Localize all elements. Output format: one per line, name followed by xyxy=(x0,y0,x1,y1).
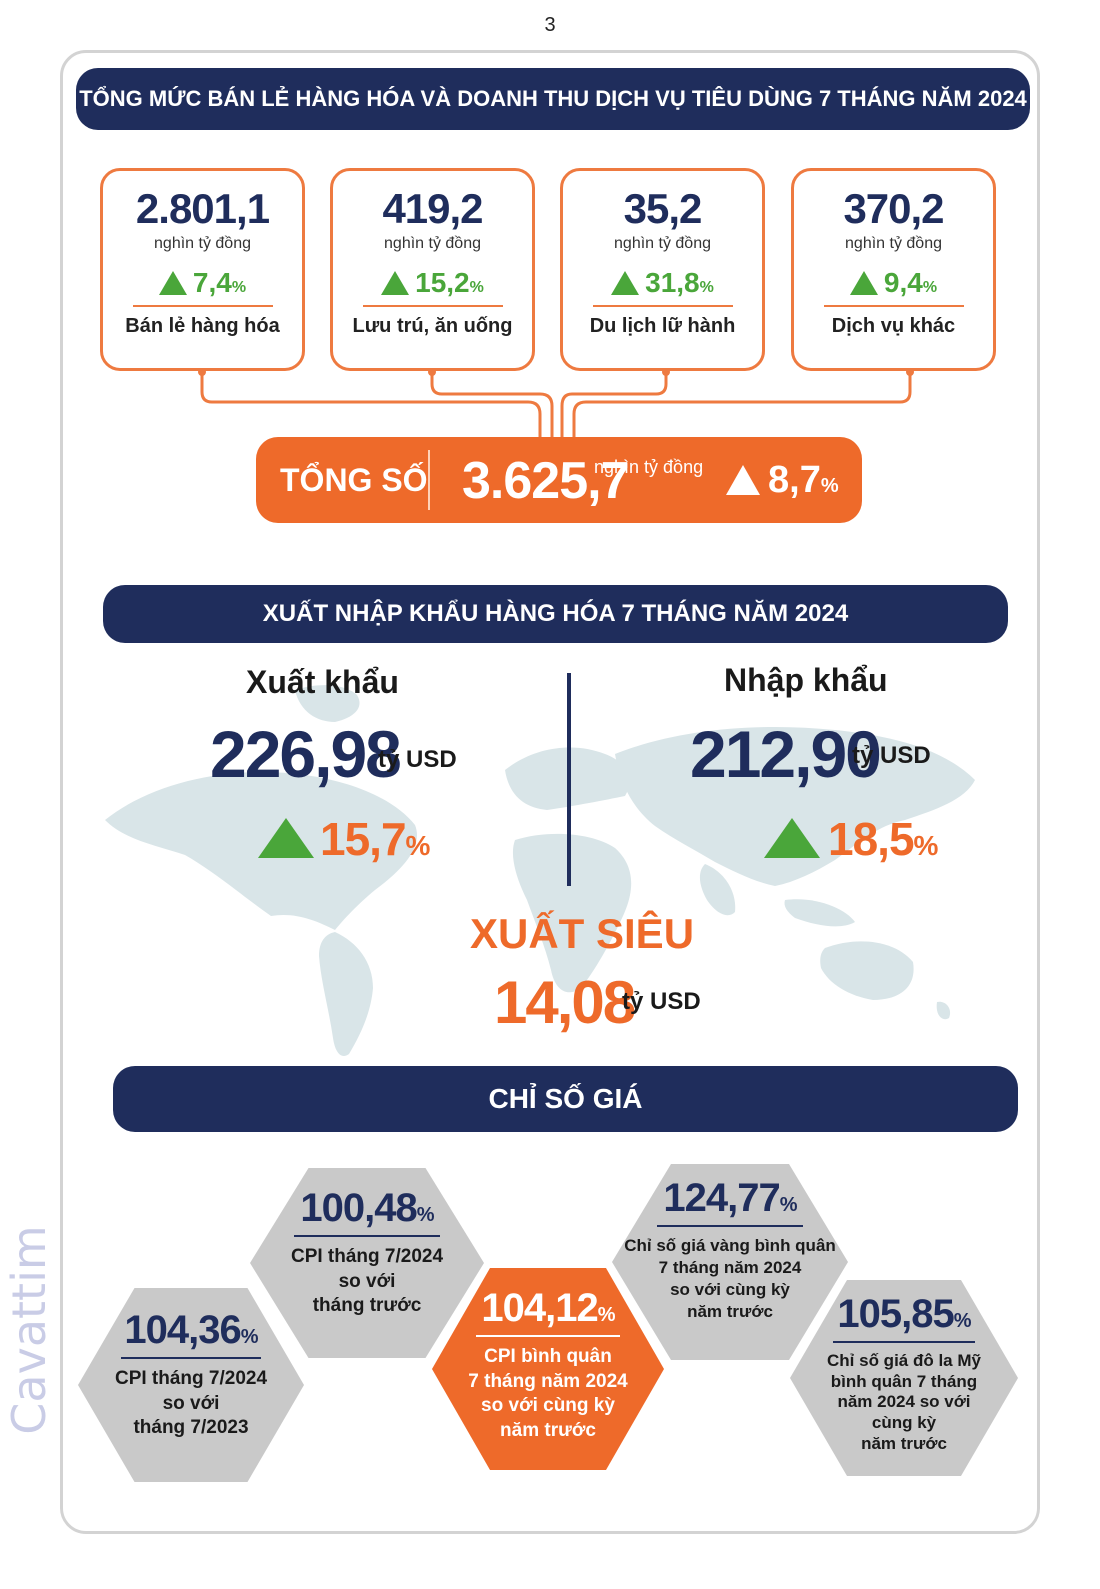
hex-separator xyxy=(294,1235,440,1237)
hex-description: Chỉ số giá đô la Mỹ bình quân 7 tháng nă… xyxy=(827,1351,981,1453)
card-label: Bán lẻ hàng hóa xyxy=(125,315,280,337)
hex-description: CPI tháng 7/2024 so với tháng 7/2023 xyxy=(114,1368,268,1439)
hex-separator xyxy=(833,1341,975,1343)
up-arrow-icon xyxy=(849,271,878,295)
card-change: 7,4% xyxy=(103,267,302,299)
card-unit: nghìn tỷ đồng xyxy=(154,235,251,252)
card-change-value: 31,8 xyxy=(645,267,700,298)
total-change: 8,7% xyxy=(768,459,839,501)
card-unit: nghìn tỷ đồng xyxy=(845,235,942,252)
surplus-unit: tỷ USD xyxy=(622,988,701,1015)
up-arrow-icon xyxy=(611,271,640,295)
retail-card-goods: 2.801,1 nghìn tỷ đồng 7,4% Bán lẻ hàng h… xyxy=(100,168,305,371)
card-separator xyxy=(592,305,733,307)
retail-card-other: 370,2 nghìn tỷ đồng 9,4% Dịch vụ khác xyxy=(791,168,996,371)
watermark: Cavattim xyxy=(2,1225,56,1434)
price-hex-usd: 105,85% Chỉ số giá đô la Mỹ bình quân 7 … xyxy=(790,1280,1018,1476)
hex-separator xyxy=(120,1357,262,1359)
card-change-value: 7,4 xyxy=(192,267,232,298)
world-map-icon xyxy=(105,685,975,1057)
card-separator xyxy=(132,305,273,307)
surplus-value: 14,08 xyxy=(494,969,636,1036)
card-change: 31,8% xyxy=(563,267,762,299)
export-label: Xuất khẩu xyxy=(246,664,399,700)
total-unit: nghìn tỷ đồng xyxy=(594,457,704,477)
import-label: Nhập khẩu xyxy=(724,662,888,698)
total-value: 3.625,7 xyxy=(462,452,629,510)
retail-card-accommodation: 419,2 nghìn tỷ đồng 15,2% Lưu trú, ăn uố… xyxy=(330,168,535,371)
hex-separator xyxy=(476,1335,620,1337)
price-hex-cpi-mom: 100,48% CPI tháng 7/2024 so với tháng tr… xyxy=(250,1168,484,1358)
hex-value: 124,77% xyxy=(663,1176,797,1220)
price-hex-cpi-yoy: 104,36% CPI tháng 7/2024 so với tháng 7/… xyxy=(78,1288,304,1482)
card-change-value: 15,2 xyxy=(415,267,470,298)
card-value: 370,2 xyxy=(843,185,944,232)
card-unit: nghìn tỷ đồng xyxy=(384,235,481,252)
card-separator xyxy=(823,305,964,307)
trade-title-banner: XUẤT NHẬP KHẨU HÀNG HÓA 7 THÁNG NĂM 2024 xyxy=(103,585,1008,643)
prices-title-banner: CHỈ SỐ GIÁ xyxy=(113,1066,1018,1132)
hexagon-shape xyxy=(78,1288,304,1482)
hex-description: CPI bình quân 7 tháng năm 2024 so với cù… xyxy=(468,1346,628,1442)
up-arrow-icon xyxy=(381,271,410,295)
price-hex-cpi-average: 104,12% CPI bình quân 7 tháng năm 2024 s… xyxy=(432,1268,664,1470)
hex-value: 104,12% xyxy=(481,1286,615,1330)
card-separator xyxy=(362,305,503,307)
card-label: Lưu trú, ăn uống xyxy=(352,315,513,337)
card-unit: nghìn tỷ đồng xyxy=(614,235,711,252)
card-value: 2.801,1 xyxy=(135,185,270,232)
hex-value: 104,36% xyxy=(124,1308,258,1352)
import-change: 18,5% xyxy=(828,813,938,865)
hex-value: 105,85% xyxy=(837,1292,971,1336)
up-arrow-icon xyxy=(764,818,820,858)
export-value: 226,98 xyxy=(210,717,402,791)
connector-lines xyxy=(198,368,914,437)
card-value: 35,2 xyxy=(623,185,703,232)
export-change: 15,7% xyxy=(320,813,430,865)
card-label: Dịch vụ khác xyxy=(831,315,956,337)
hex-description: CPI tháng 7/2024 so với tháng trước xyxy=(290,1246,444,1317)
retail-total-bar: TỔNG SỐ 3.625,7 nghìn tỷ đồng 8,7% xyxy=(256,437,862,523)
card-change: 15,2% xyxy=(333,267,532,299)
import-value: 212,90 xyxy=(690,717,882,791)
watermark-text: Cavattim xyxy=(2,1225,56,1435)
up-arrow-icon xyxy=(258,818,314,858)
hex-separator xyxy=(656,1225,804,1227)
export-unit: tỷ USD xyxy=(378,746,457,773)
import-unit: tỷ USD xyxy=(852,742,931,769)
card-value: 419,2 xyxy=(382,185,483,232)
retail-card-travel: 35,2 nghìn tỷ đồng 31,8% Du lịch lữ hành xyxy=(560,168,765,371)
up-arrow-icon xyxy=(158,271,187,295)
page-number: 3 xyxy=(544,14,556,36)
price-hex-gold: 124,77% Chỉ số giá vàng bình quân 7 thán… xyxy=(612,1164,848,1360)
total-label: TỔNG SỐ xyxy=(280,462,428,498)
page-frame xyxy=(60,50,1040,1534)
total-divider xyxy=(428,450,430,510)
hex-value: 100,48% xyxy=(300,1186,434,1230)
trade-divider xyxy=(567,673,571,886)
up-arrow-icon xyxy=(726,465,760,495)
card-change: 9,4% xyxy=(794,267,993,299)
card-change-value: 9,4 xyxy=(883,267,923,298)
retail-title-banner: TỔNG MỨC BÁN LẺ HÀNG HÓA VÀ DOANH THU DỊ… xyxy=(76,68,1030,130)
card-label: Du lịch lữ hành xyxy=(589,315,736,337)
hex-description: Chỉ số giá vàng bình quân 7 tháng năm 20… xyxy=(624,1236,836,1322)
surplus-label: XUẤT SIÊU xyxy=(470,910,695,957)
